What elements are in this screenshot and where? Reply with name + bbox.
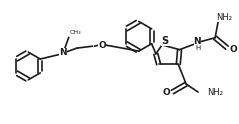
Text: O: O (98, 41, 106, 50)
Text: CH₃: CH₃ (70, 30, 81, 35)
Text: S: S (162, 36, 168, 46)
Text: H: H (196, 45, 201, 51)
Text: O: O (163, 88, 170, 96)
Text: NH₂: NH₂ (216, 13, 232, 21)
Text: N: N (194, 37, 201, 46)
Text: NH₂: NH₂ (207, 88, 223, 96)
Text: N: N (59, 48, 67, 57)
Text: O: O (230, 45, 238, 54)
